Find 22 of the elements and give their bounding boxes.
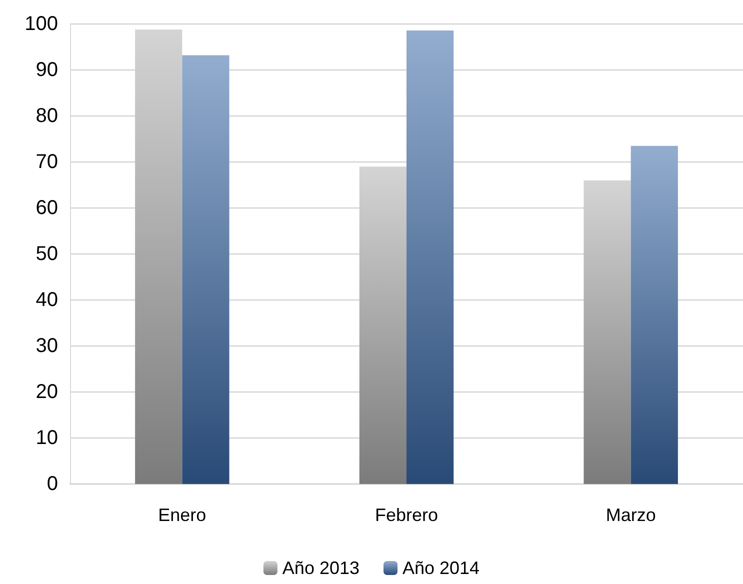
y-tick-label: 50 (36, 243, 58, 265)
x-tick-label: Enero (158, 505, 206, 525)
legend-label: Año 2014 (402, 558, 480, 578)
y-tick-label: 10 (36, 427, 58, 449)
bar (182, 55, 230, 484)
legend-label: Año 2013 (282, 558, 360, 578)
y-tick-label: 90 (36, 59, 58, 81)
bar (584, 180, 631, 484)
y-tick-label: 20 (36, 381, 58, 403)
bar (359, 166, 406, 484)
y-tick-label: 40 (36, 289, 58, 311)
bar (630, 146, 678, 484)
bar (406, 30, 454, 484)
y-tick-label: 60 (36, 197, 58, 219)
y-tick-label: 30 (36, 335, 58, 357)
y-tick-label: 80 (36, 105, 58, 127)
y-tick-label: 70 (36, 151, 58, 173)
x-tick-label: Marzo (606, 505, 656, 525)
y-tick-label: 100 (24, 13, 58, 35)
x-tick-label: Febrero (374, 505, 438, 525)
bar (135, 30, 182, 484)
y-tick-label: 0 (46, 473, 58, 495)
